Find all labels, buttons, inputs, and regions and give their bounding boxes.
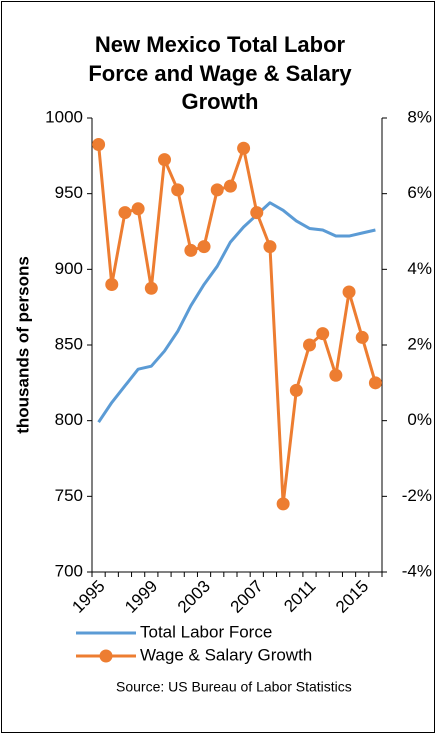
- y-tick-label: 750: [55, 486, 83, 505]
- data-point: [316, 327, 330, 341]
- data-point: [237, 141, 251, 155]
- data-point: [223, 179, 237, 193]
- data-point: [368, 376, 382, 390]
- data-point: [342, 285, 356, 299]
- y-tick-label: 1000: [45, 107, 83, 126]
- data-point: [289, 383, 303, 397]
- source-note: Source: US Bureau of Labor Statistics: [116, 679, 352, 695]
- y-tick-label: 900: [55, 259, 83, 278]
- y2-tick-label: -2%: [402, 486, 432, 505]
- data-point: [303, 338, 316, 352]
- data-point: [105, 277, 119, 291]
- y-tick-label: 850: [55, 334, 83, 353]
- series-line: [97, 201, 376, 424]
- y2-tick-label: 2%: [407, 334, 432, 353]
- data-point: [171, 183, 185, 197]
- data-point: [118, 206, 132, 220]
- data-point: [92, 137, 106, 151]
- data-point: [210, 183, 224, 197]
- y-tick-label: 800: [55, 410, 83, 429]
- y-axis-title: thousands of persons: [13, 256, 32, 434]
- legend-label: Total Labor Force: [140, 622, 272, 641]
- legend-label: Wage & Salary Growth: [140, 645, 312, 664]
- y2-tick-label: 8%: [407, 107, 432, 126]
- data-point: [329, 368, 343, 382]
- data-point: [197, 240, 211, 254]
- data-point: [131, 202, 145, 216]
- data-point: [184, 243, 198, 257]
- y2-tick-label: 6%: [407, 183, 432, 202]
- y-tick-label: 700: [55, 561, 83, 580]
- chart-title: Force and Wage & Salary: [88, 61, 352, 86]
- data-point: [263, 240, 277, 254]
- chart-title: Growth: [182, 89, 259, 114]
- data-point: [355, 330, 369, 344]
- y2-tick-label: 4%: [407, 259, 432, 278]
- data-point: [250, 206, 264, 220]
- y-tick-label: 950: [55, 183, 83, 202]
- y2-tick-label: -4%: [402, 561, 432, 580]
- legend-marker: [99, 649, 113, 663]
- series-line: [97, 144, 377, 506]
- data-point: [158, 153, 171, 167]
- data-point: [276, 497, 290, 511]
- y2-tick-label: 0%: [407, 410, 432, 429]
- chart-title: New Mexico Total Labor: [95, 32, 346, 57]
- data-point: [144, 281, 158, 295]
